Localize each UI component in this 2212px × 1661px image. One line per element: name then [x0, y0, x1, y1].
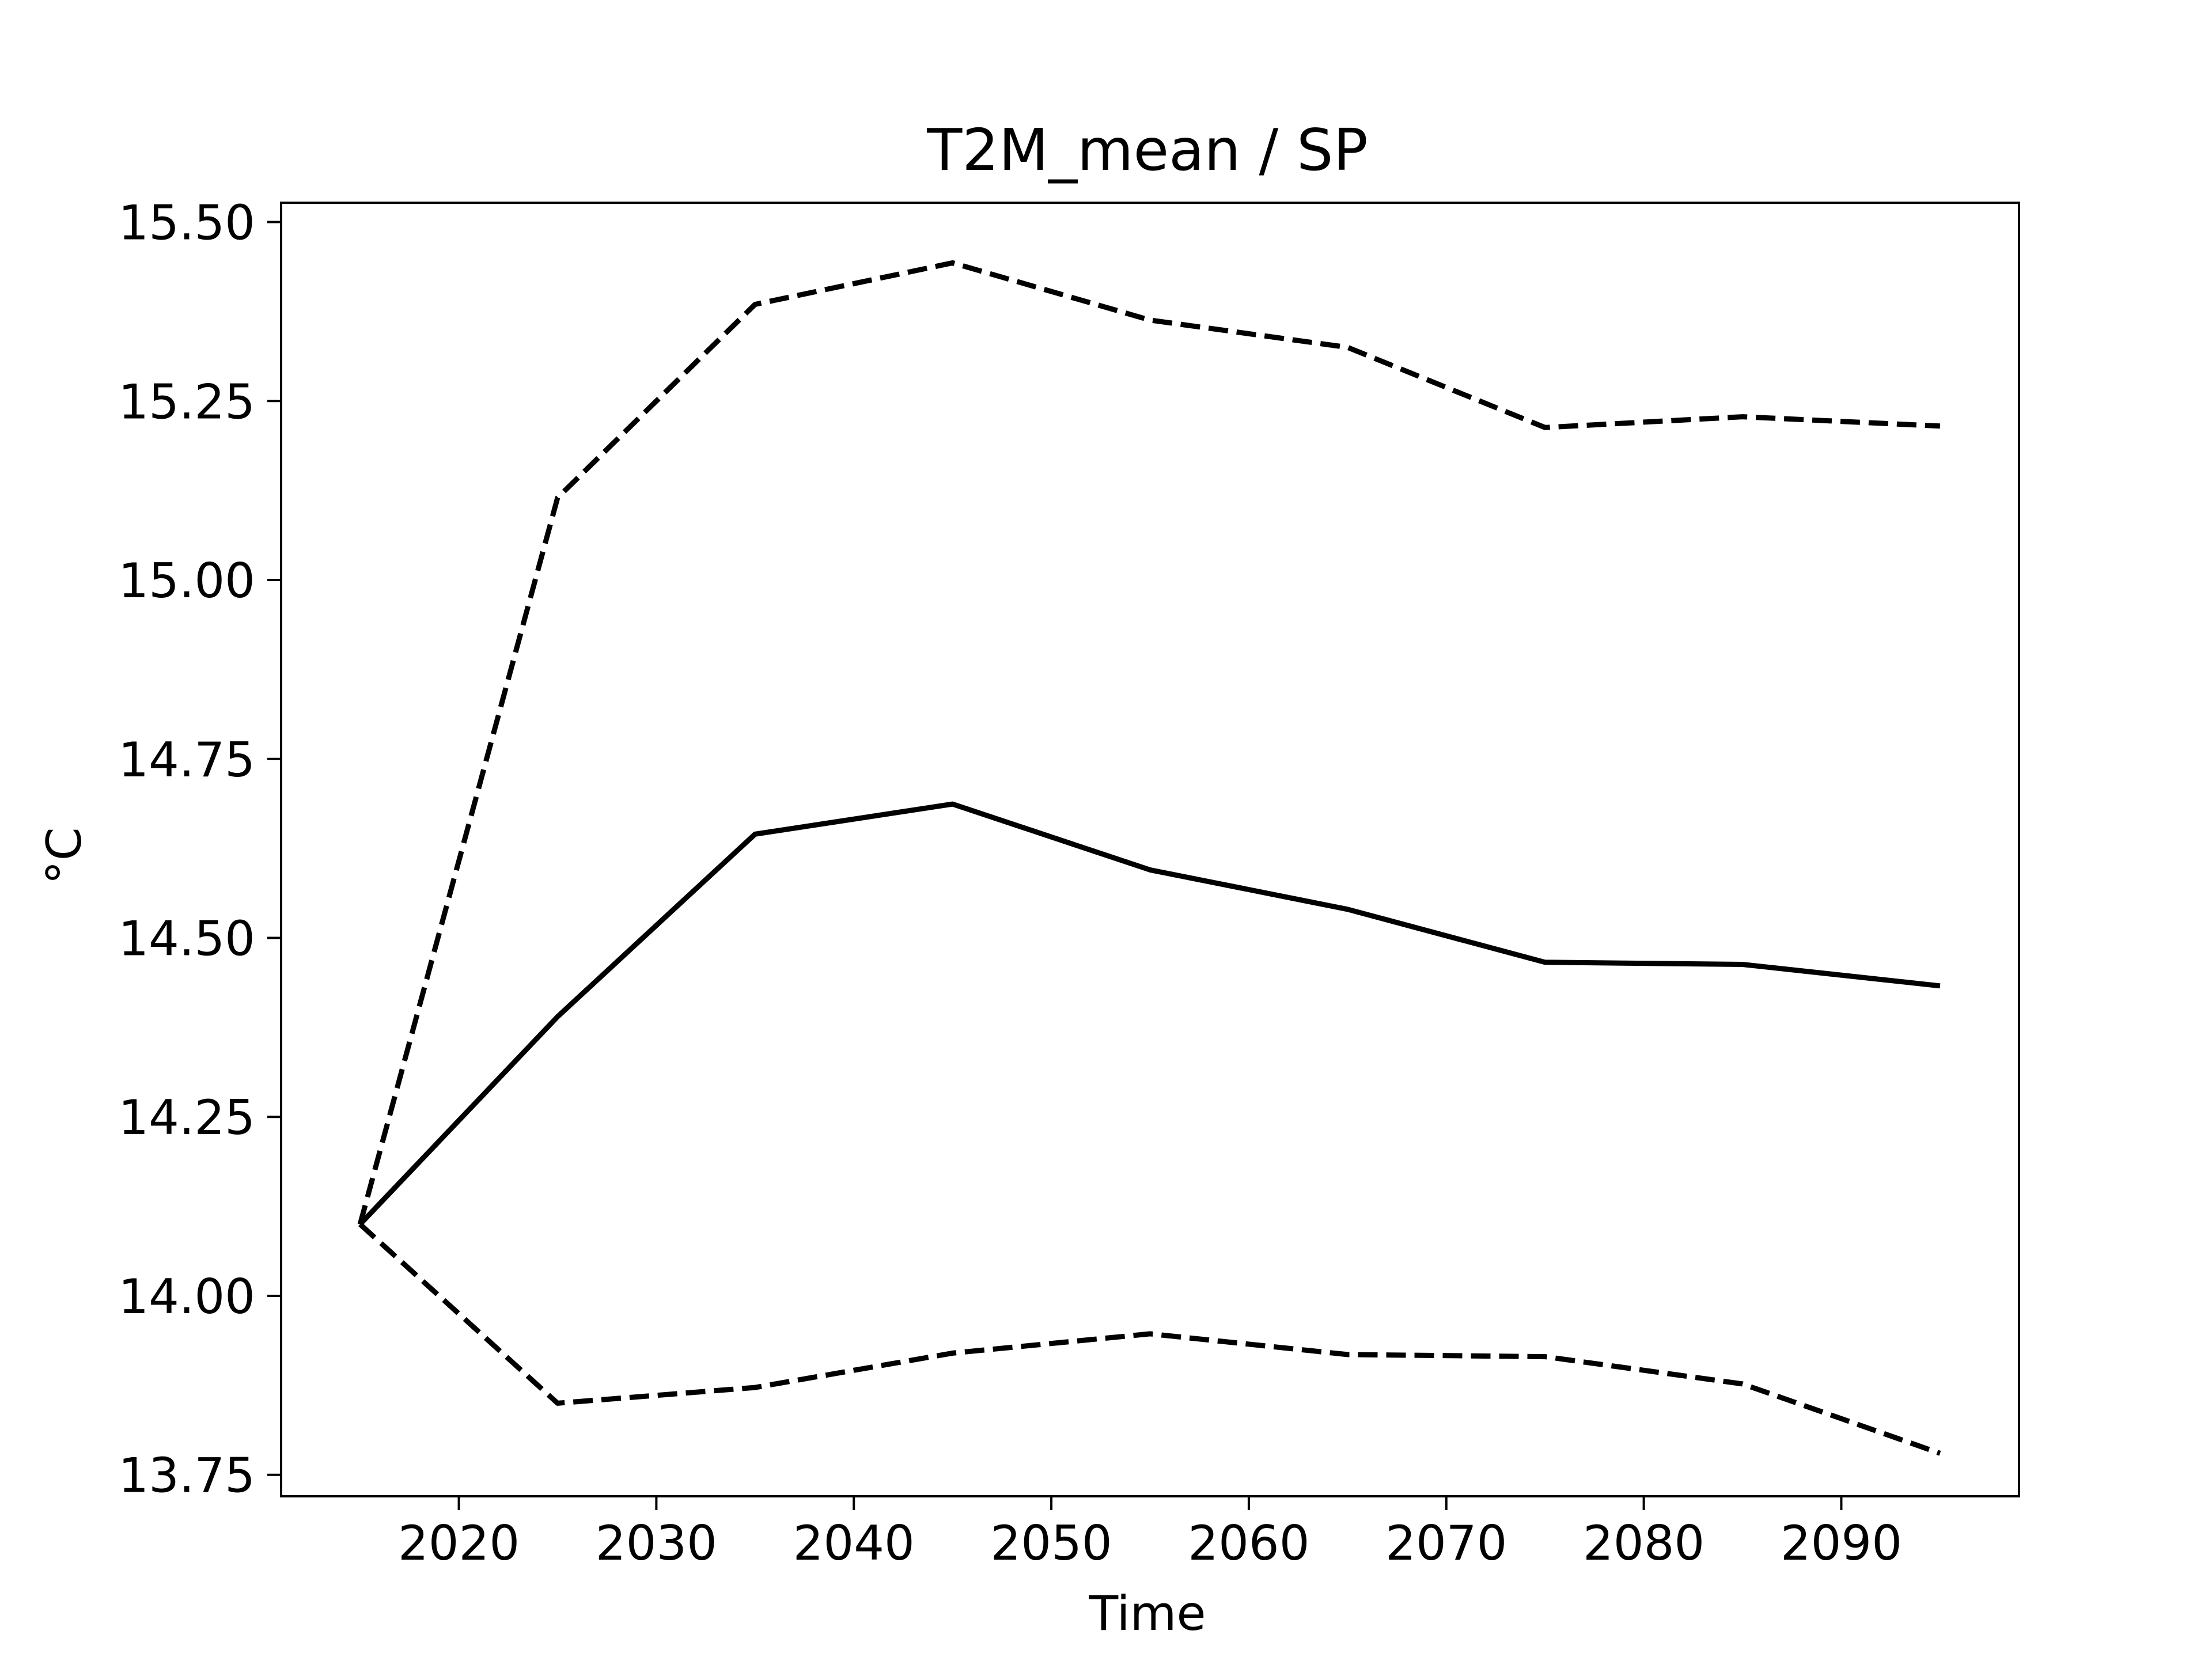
- series-layer: [357, 260, 1941, 1456]
- y-tick-label: 15.00: [118, 553, 255, 609]
- y-tick-label: 14.75: [118, 732, 255, 788]
- y-tick-label: 14.00: [118, 1269, 255, 1325]
- x-tick-label: 2040: [793, 1515, 915, 1571]
- x-tick-label: 2080: [1583, 1515, 1705, 1571]
- y-axis: 13.75 14.00 14.25 14.50 14.75 15.00 15.25 15.50: [118, 195, 281, 1504]
- y-tick-label: 15.50: [118, 195, 255, 251]
- chart-title: T2M_mean / SP: [926, 116, 1368, 184]
- plot-frame: [280, 202, 2020, 1497]
- solid-series-line-0: [358, 801, 1941, 1226]
- plot-area: [280, 202, 2020, 1497]
- x-tick-label: 2060: [1188, 1515, 1309, 1571]
- x-tick-label: 2090: [1781, 1515, 1902, 1571]
- x-tick-label: 2020: [398, 1515, 520, 1571]
- x-tick-label: 2050: [990, 1515, 1112, 1571]
- dashed-series-line-2: [358, 1222, 1941, 1456]
- x-axis-label: Time: [1088, 1586, 1206, 1641]
- y-axis-label: °C: [36, 827, 92, 884]
- y-tick-label: 15.25: [118, 374, 255, 430]
- y-tick-label: 14.50: [118, 911, 255, 967]
- x-tick-label: 2070: [1385, 1515, 1507, 1571]
- y-tick-label: 14.25: [118, 1090, 255, 1146]
- x-tick-label: 2030: [596, 1515, 717, 1571]
- x-axis: 2020 2030 2040 2050 2060 2070 2080 2090: [398, 1496, 1902, 1571]
- dashed-series-line-1: [357, 260, 1941, 1225]
- y-tick-label: 13.75: [118, 1448, 255, 1504]
